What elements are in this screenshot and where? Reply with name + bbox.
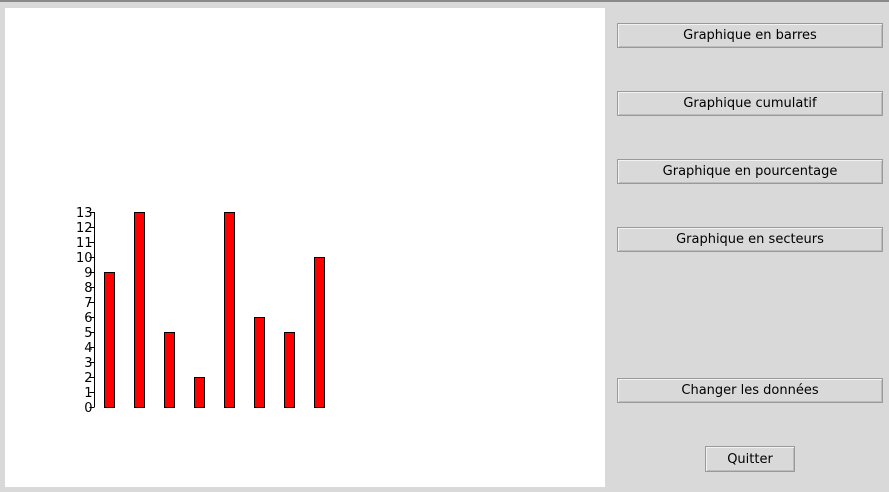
bar-4: [194, 377, 205, 408]
chart-canvas: 0 1 2 3 4 5 6 7 8 9 10 11 12 13: [5, 8, 605, 487]
y-tick-label-0: 0: [84, 401, 92, 416]
y-tick-label-5: 5: [84, 326, 92, 341]
bar-7: [284, 332, 295, 408]
pie-chart-button-label: Graphique en secteurs: [676, 232, 824, 247]
y-tick-label-6: 6: [84, 311, 92, 326]
y-tick-label-2: 2: [84, 371, 92, 386]
bar-8: [314, 257, 325, 408]
bar-6: [254, 317, 265, 408]
quit-button[interactable]: Quitter: [705, 446, 795, 472]
y-tick-label-3: 3: [84, 356, 92, 371]
y-tick-label-7: 7: [84, 296, 92, 311]
bar-2: [134, 212, 145, 408]
pie-chart-button[interactable]: Graphique en secteurs: [617, 227, 883, 252]
bar-chart-button[interactable]: Graphique en barres: [617, 23, 883, 48]
y-tick-label-10: 10: [76, 251, 93, 266]
change-data-button-label: Changer les données: [681, 383, 819, 398]
quit-button-label: Quitter: [727, 451, 773, 467]
bar-5: [224, 212, 235, 408]
y-tick-label-8: 8: [84, 281, 92, 296]
y-tick-label-11: 11: [76, 236, 93, 251]
y-tick-label-12: 12: [76, 221, 93, 236]
percentage-chart-button[interactable]: Graphique en pourcentage: [617, 159, 883, 184]
bar-1: [104, 272, 115, 408]
change-data-button[interactable]: Changer les données: [617, 378, 883, 403]
window-top-border: [0, 0, 889, 2]
y-tick-label-9: 9: [84, 266, 92, 281]
percentage-chart-button-label: Graphique en pourcentage: [662, 164, 838, 179]
y-tick-label-1: 1: [84, 386, 92, 401]
cumulative-chart-button[interactable]: Graphique cumulatif: [617, 91, 883, 116]
y-tick-label-13: 13: [76, 206, 93, 221]
bar-3: [164, 332, 175, 408]
y-tick-label-4: 4: [84, 341, 92, 356]
cumulative-chart-button-label: Graphique cumulatif: [683, 96, 817, 111]
bar-chart-button-label: Graphique en barres: [683, 28, 817, 43]
